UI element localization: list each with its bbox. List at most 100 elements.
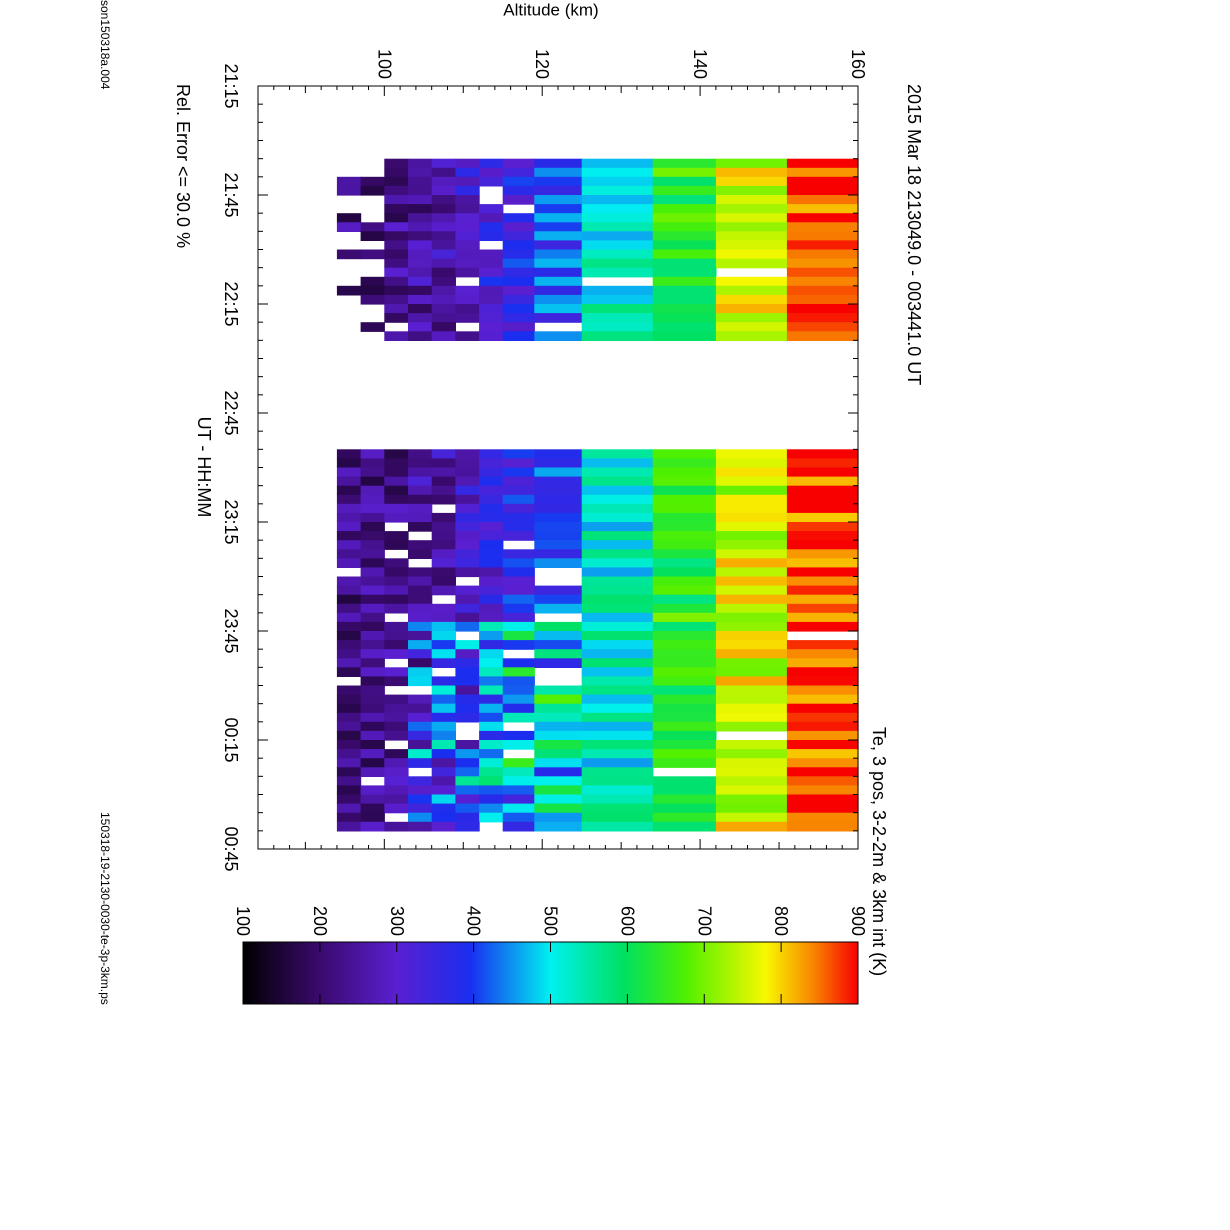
heatmap-cell <box>336 703 362 714</box>
colorbar-tick-label: 600 <box>617 906 637 936</box>
heatmap-cell <box>652 222 717 232</box>
heatmap-cell <box>431 458 456 469</box>
heatmap-cell <box>502 658 535 668</box>
heatmap-cell <box>652 304 717 314</box>
heatmap-cell <box>455 167 480 178</box>
heatmap-cell <box>479 594 504 605</box>
heatmap-cell <box>502 785 535 796</box>
heatmap-cell <box>715 612 788 623</box>
heatmap-cell <box>455 758 480 768</box>
heatmap-cell <box>534 703 583 714</box>
heatmap-cell <box>479 222 504 232</box>
heatmap-cell <box>431 631 456 641</box>
heatmap-cell <box>384 240 409 251</box>
y-axis-label: Altitude (km) <box>503 0 598 19</box>
heatmap-cell <box>384 785 409 796</box>
heatmap-cell <box>479 313 504 323</box>
heatmap-cell <box>479 694 504 705</box>
heatmap-cell <box>715 758 788 768</box>
heatmap-cell <box>786 612 859 623</box>
heatmap-cell <box>431 658 456 668</box>
heatmap-cell <box>786 476 859 487</box>
heatmap-cell <box>786 603 859 614</box>
heatmap-cell <box>360 721 385 732</box>
heatmap-cell <box>786 158 859 169</box>
heatmap-cell <box>502 304 535 314</box>
heatmap-cell <box>479 276 504 287</box>
heatmap-cell <box>581 185 654 196</box>
heatmap-cell <box>652 485 717 496</box>
heatmap-cell <box>502 621 535 632</box>
heatmap-cell <box>384 258 409 269</box>
heatmap-cell <box>581 721 654 732</box>
colorbar-tick-label: 300 <box>387 906 407 936</box>
heatmap-cell <box>479 522 504 532</box>
heatmap-cell <box>336 740 362 750</box>
heatmap-cell <box>502 313 535 323</box>
heatmap-cell <box>534 531 583 541</box>
heatmap-cell <box>786 776 859 786</box>
heatmap-cell <box>715 204 788 214</box>
heatmap-cell <box>360 322 385 332</box>
heatmap-cell <box>715 821 788 832</box>
heatmap-cell <box>786 821 859 832</box>
heatmap-cell <box>479 721 504 732</box>
heatmap-cell <box>336 522 362 532</box>
heatmap-cell <box>502 249 535 260</box>
heatmap-cell <box>652 740 717 750</box>
heatmap-cell <box>431 304 456 314</box>
heatmap-cell <box>786 758 859 768</box>
heatmap-cell <box>652 685 717 696</box>
heatmap-cell <box>336 185 362 196</box>
heatmap-cell <box>715 222 788 232</box>
heatmap-cell <box>534 631 583 641</box>
heatmap-cell <box>384 185 409 196</box>
heatmap-cell <box>534 658 583 668</box>
heatmap-cell <box>581 195 654 205</box>
heatmap-cell <box>581 476 654 487</box>
heatmap-cell <box>502 676 535 687</box>
heatmap-cell <box>408 803 433 814</box>
heatmap-cell <box>502 803 535 814</box>
heatmap-cell <box>581 776 654 786</box>
heatmap-cell <box>534 803 583 814</box>
heatmap-cell <box>384 558 409 568</box>
heatmap-cell <box>786 258 859 269</box>
heatmap-cell <box>384 703 409 714</box>
heatmap-cell <box>534 240 583 251</box>
heatmap-cell <box>581 612 654 623</box>
heatmap-cell <box>786 304 859 314</box>
heatmap-cell <box>581 267 654 278</box>
heatmap-cell <box>786 294 859 305</box>
axis-ticks <box>258 85 859 850</box>
heatmap-cell <box>786 549 859 559</box>
heatmap-cell <box>360 485 385 496</box>
heatmap-cell <box>360 249 385 260</box>
heatmap-cell <box>786 195 859 205</box>
heatmap-cell <box>786 767 859 777</box>
heatmap-cell <box>715 213 788 223</box>
heatmap-cell <box>384 776 409 786</box>
heatmap-cell <box>384 585 409 596</box>
heatmap-cell <box>384 249 409 260</box>
heatmap-cell <box>360 558 385 568</box>
heatmap-cell <box>502 740 535 750</box>
heatmap-cell <box>652 667 717 677</box>
heatmap-cell <box>652 649 717 659</box>
heatmap-cell <box>479 494 504 505</box>
heatmap-cell <box>534 185 583 196</box>
heatmap-cell <box>408 494 433 505</box>
heatmap-cell <box>336 476 362 487</box>
heatmap-cell <box>581 467 654 478</box>
heatmap-cell <box>479 685 504 696</box>
tick-labels: 21:15 21:45 22:15 22:45 23:15 23:45 00:15 00:45… <box>221 49 868 872</box>
heatmap-cell <box>384 540 409 550</box>
heatmap-cell <box>786 785 859 796</box>
heatmap-cell <box>408 758 433 768</box>
heatmap-cell <box>384 567 409 578</box>
heatmap-cell <box>431 467 456 478</box>
heatmap-cell <box>431 276 456 287</box>
heatmap-cell <box>786 694 859 705</box>
heatmap-cell <box>715 803 788 814</box>
heatmap-cell <box>502 712 535 723</box>
